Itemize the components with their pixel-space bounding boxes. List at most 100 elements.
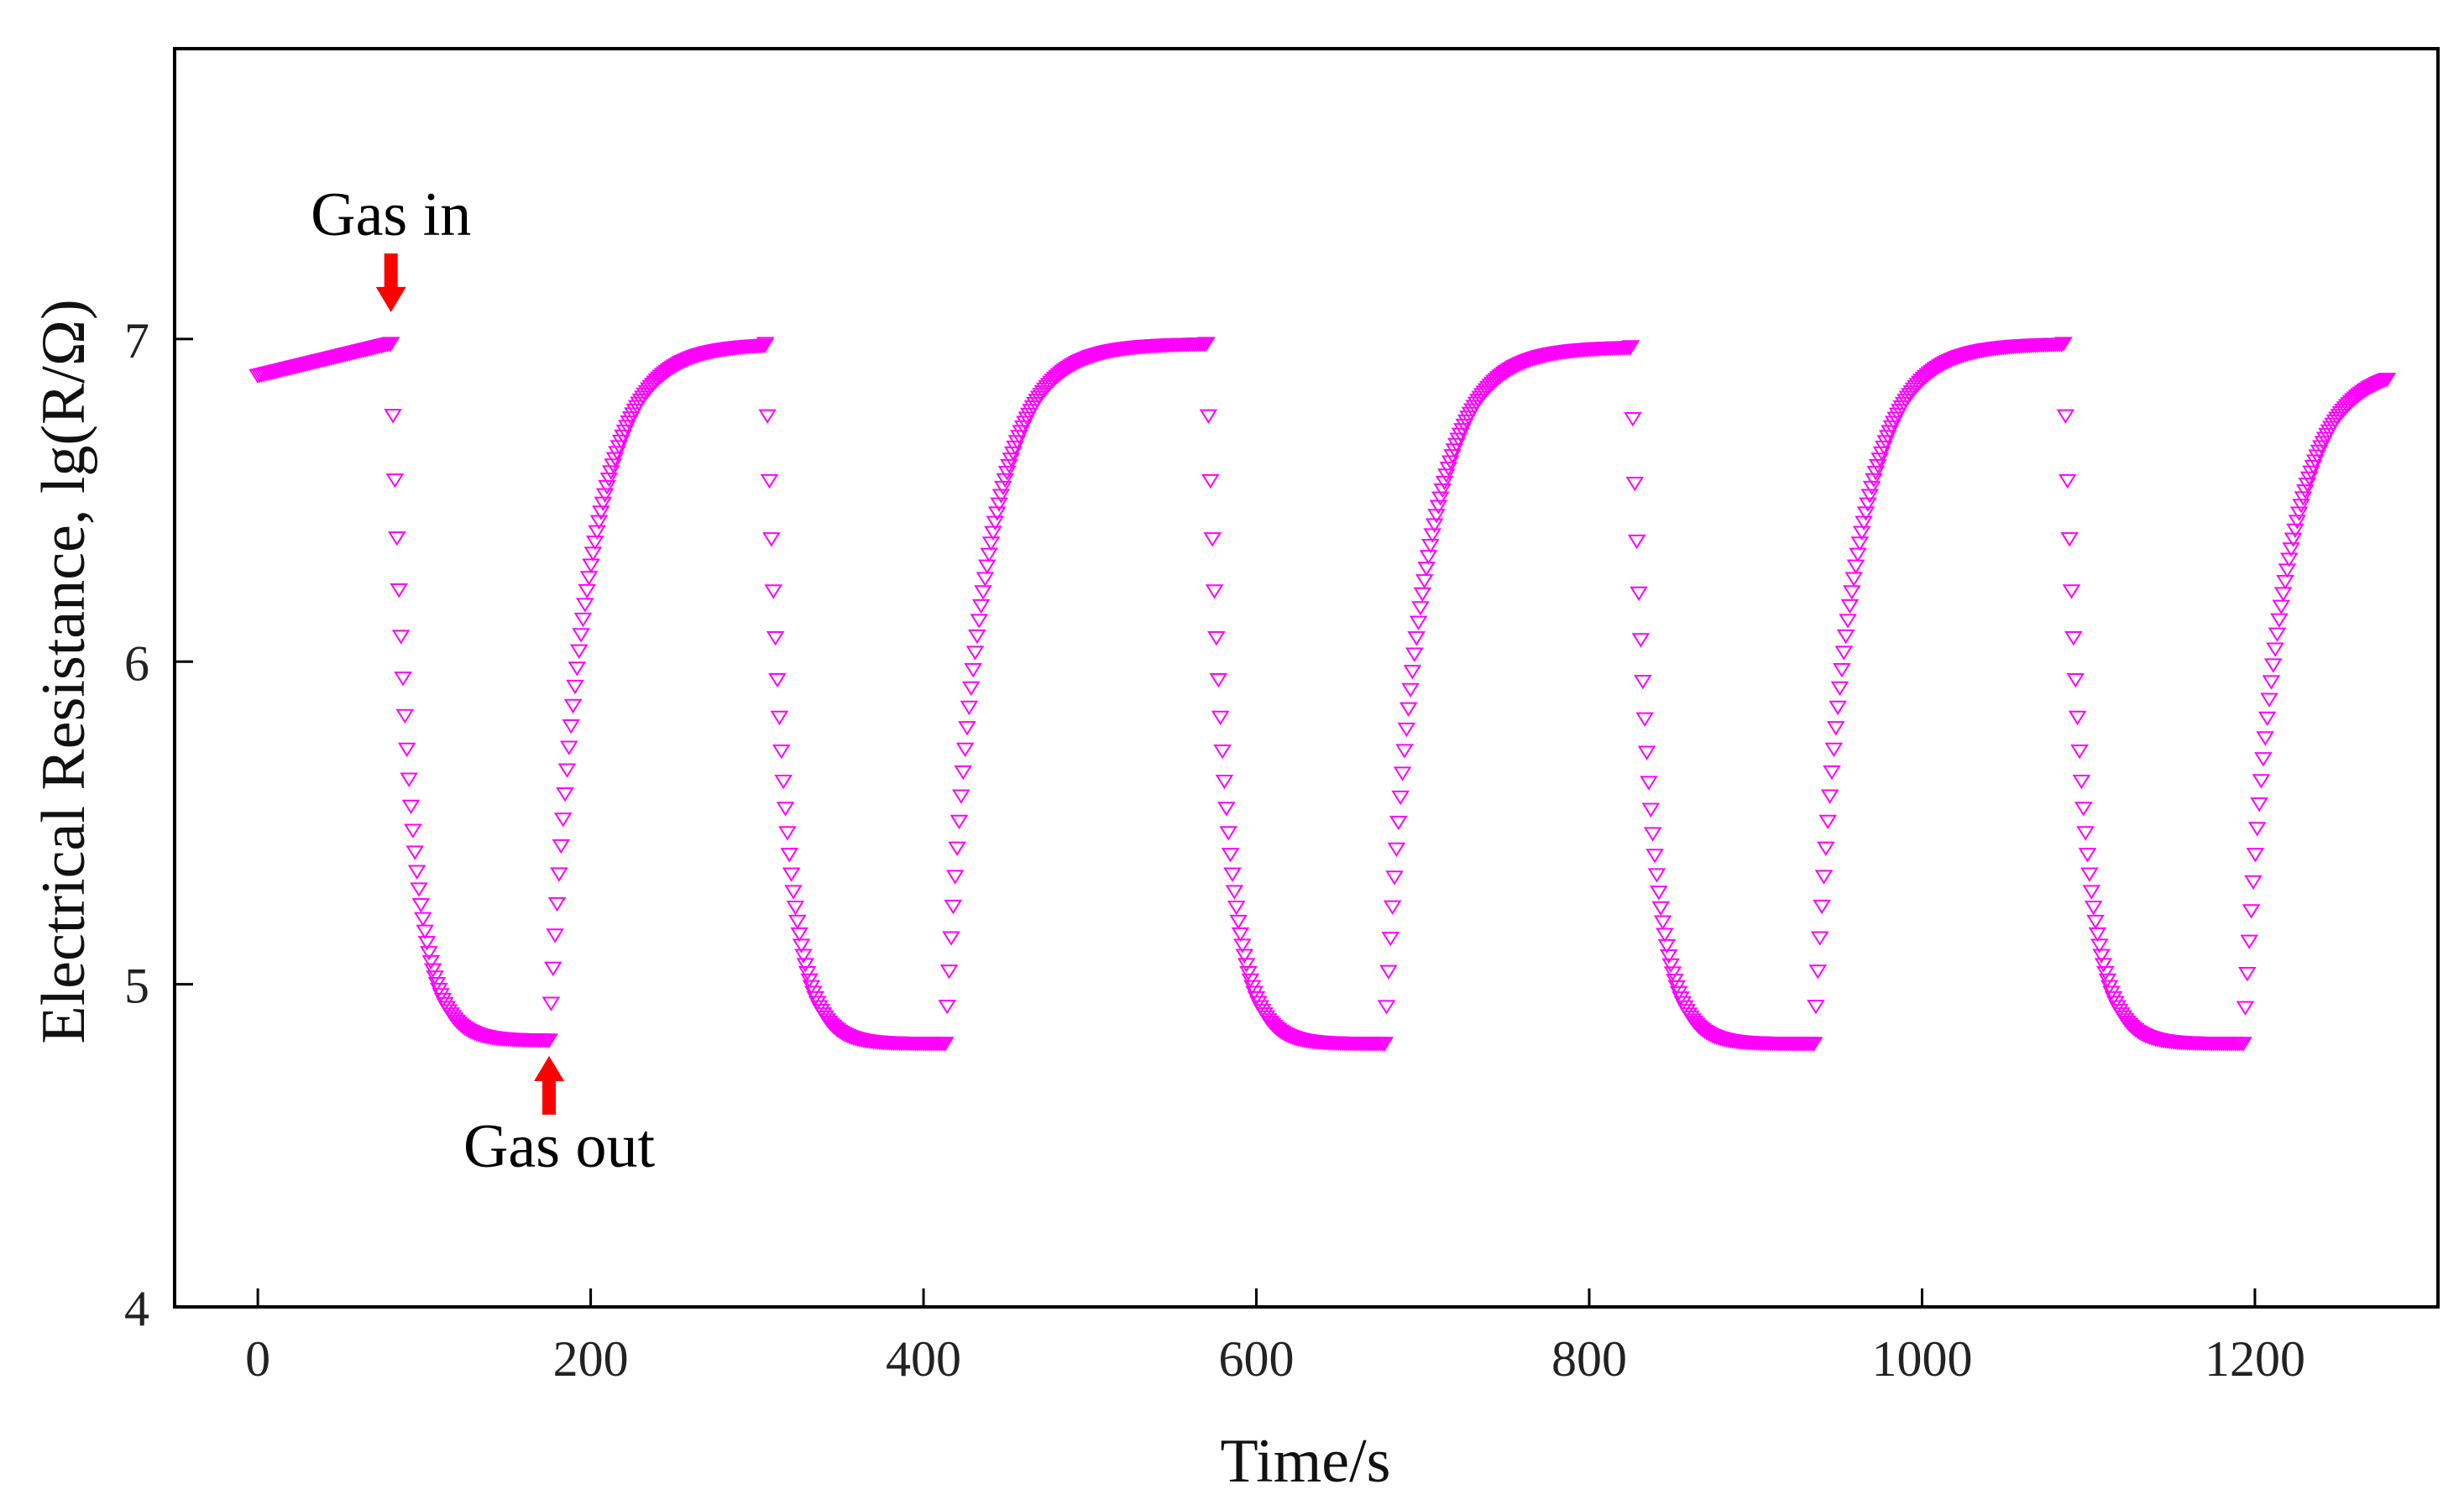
data-point (1814, 870, 1834, 885)
data-point (611, 434, 630, 450)
data-point (1405, 647, 1424, 662)
data-point (2276, 575, 2294, 590)
data-point (552, 839, 571, 854)
data-point (1813, 899, 1831, 915)
data-point (1435, 475, 1454, 491)
x-tick-label: 1200 (2205, 1331, 2305, 1387)
data-point (394, 672, 412, 687)
data-point (787, 914, 807, 930)
data-point (758, 409, 777, 424)
data-point (391, 630, 411, 645)
data-point (1659, 948, 1678, 964)
data-point (582, 558, 600, 573)
data-point (958, 721, 976, 736)
data-point (774, 774, 793, 790)
data-point (1417, 562, 1436, 577)
y-tick-label: 4 (124, 1281, 149, 1336)
data-series (248, 337, 2397, 1052)
data-point (1439, 462, 1458, 477)
gas-in-arrow-head (375, 286, 406, 312)
data-point (2094, 958, 2113, 973)
data-point (1219, 826, 1238, 841)
data-point (1003, 446, 1023, 462)
data-point (1393, 766, 1412, 781)
data-point (585, 536, 604, 551)
data-point (2304, 459, 2323, 475)
data-point (996, 473, 1014, 489)
data-point (1878, 430, 1897, 445)
y-tick-label: 7 (124, 313, 149, 368)
data-point (1010, 430, 1028, 445)
data-point (388, 531, 406, 546)
data-point (1635, 712, 1655, 727)
data-point (1211, 710, 1230, 726)
data-point (1621, 340, 1640, 355)
data-point (1221, 848, 1240, 863)
data-point (977, 559, 997, 574)
data-point (1395, 744, 1414, 759)
data-point (764, 584, 783, 599)
data-point (601, 465, 620, 480)
data-point (974, 585, 992, 600)
data-point (1868, 458, 1887, 474)
data-point (776, 802, 795, 817)
data-point (1237, 958, 1256, 973)
data-point (566, 679, 584, 695)
data-point (1215, 774, 1234, 790)
data-point (1197, 337, 1216, 352)
data-point (1627, 534, 1646, 550)
data-point (1229, 914, 1248, 930)
data-point (1663, 966, 1682, 981)
data-point (1391, 790, 1410, 806)
data-point (578, 583, 597, 599)
data-point (1865, 473, 1883, 489)
data-point (421, 954, 441, 970)
y-axis-label: Electrical Resistance, lg(R/Ω) (29, 299, 98, 1043)
data-point (936, 1037, 955, 1052)
data-point (1054, 364, 1072, 380)
data-point (945, 870, 965, 885)
data-point (1866, 466, 1886, 481)
data-point (2278, 563, 2297, 578)
data-point (1441, 455, 1460, 470)
data-point (1641, 802, 1661, 818)
data-point (790, 927, 808, 943)
data-point (1875, 440, 1893, 456)
data-point (2080, 867, 2099, 882)
data-point (1870, 452, 1889, 468)
data-point (1002, 452, 1021, 468)
data-point (1807, 1000, 1825, 1015)
data-point (1844, 572, 1863, 587)
data-point (1447, 437, 1466, 453)
data-point (2296, 484, 2315, 499)
data-point (944, 899, 963, 915)
data-point (407, 865, 426, 880)
data-point (550, 867, 568, 882)
data-point (1231, 927, 1250, 943)
data-point (1876, 435, 1896, 450)
data-point (2378, 373, 2397, 388)
data-point (1421, 538, 1440, 554)
data-point (2074, 802, 2093, 817)
data-point (1872, 446, 1891, 462)
data-point (1409, 615, 1428, 630)
data-point (1653, 915, 1672, 930)
data-point (1239, 966, 1258, 981)
data-point (2302, 465, 2320, 480)
data-point (950, 814, 969, 829)
data-point (1225, 885, 1244, 900)
data-point (1227, 901, 1246, 916)
data-point (381, 337, 400, 352)
data-point (1006, 440, 1024, 456)
data-point (1401, 682, 1420, 698)
data-point (1849, 547, 1867, 562)
data-point (2240, 934, 2259, 949)
data-point (1634, 674, 1652, 690)
data-point (780, 848, 799, 863)
data-point (1413, 587, 1432, 603)
data-point (2250, 797, 2268, 813)
data-point (609, 440, 629, 455)
data-point (416, 924, 434, 939)
data-point (1000, 458, 1018, 474)
data-point (942, 931, 960, 946)
